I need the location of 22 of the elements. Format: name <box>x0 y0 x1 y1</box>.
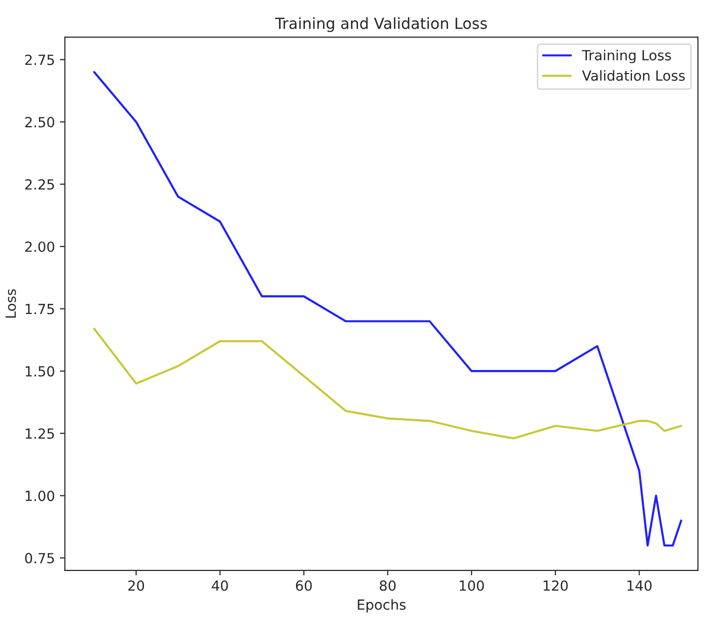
legend-label: Validation Loss <box>582 70 685 81</box>
legend-label: Training Loss <box>582 50 671 64</box>
y-tick-label: 1.75 <box>26 304 54 314</box>
x-axis-title: Epochs <box>358 599 406 613</box>
y-axis-title: Loss <box>6 289 16 318</box>
x-tick-label: 60 <box>296 580 312 591</box>
x-tick-label: 100 <box>460 580 484 591</box>
y-tick-label: 1.50 <box>26 366 54 377</box>
chart-title: Training and Validation Loss <box>275 17 487 32</box>
x-tick-label: 80 <box>380 580 396 591</box>
y-tick-label: 0.75 <box>25 552 54 564</box>
x-tick-label: 120 <box>544 580 568 591</box>
x-tick-label: 140 <box>628 580 652 591</box>
y-tick-label: 2.75 <box>25 54 54 66</box>
y-tick-label: 1.25 <box>26 428 54 439</box>
y-tick-label: 2.50 <box>25 116 54 128</box>
x-tick-label: 20 <box>128 580 144 591</box>
x-tick-label: 40 <box>212 580 228 591</box>
y-tick-label: 2.00 <box>25 241 54 252</box>
y-tick-label: 2.25 <box>25 179 54 190</box>
y-tick-label: 1.00 <box>26 490 54 502</box>
line-series <box>93 328 682 440</box>
